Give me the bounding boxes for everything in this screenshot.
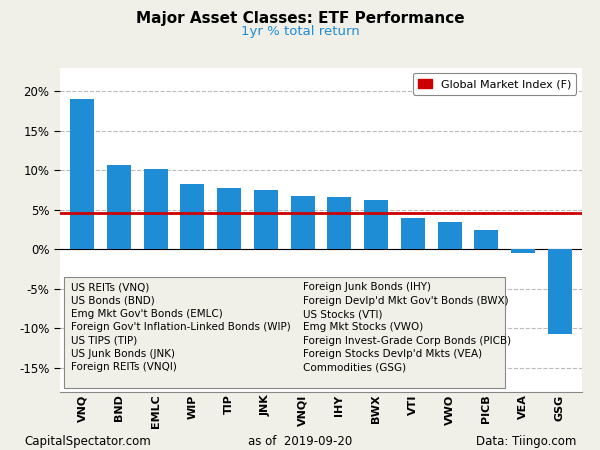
Text: 1yr % total return: 1yr % total return bbox=[241, 25, 359, 38]
Bar bbox=[70, 99, 94, 249]
Bar bbox=[548, 249, 572, 334]
Text: US TIPS (TIP): US TIPS (TIP) bbox=[71, 336, 137, 346]
Bar bbox=[254, 190, 278, 249]
Text: Major Asset Classes: ETF Performance: Major Asset Classes: ETF Performance bbox=[136, 11, 464, 26]
Text: CapitalSpectator.com: CapitalSpectator.com bbox=[24, 435, 151, 448]
Text: Commodities (GSG): Commodities (GSG) bbox=[302, 362, 406, 372]
Bar bbox=[143, 170, 167, 249]
Text: US Bonds (BND): US Bonds (BND) bbox=[71, 296, 155, 306]
Bar bbox=[511, 249, 535, 253]
Bar bbox=[181, 184, 204, 249]
Text: Foreign Junk Bonds (IHY): Foreign Junk Bonds (IHY) bbox=[302, 283, 431, 293]
Text: US Stocks (VTI): US Stocks (VTI) bbox=[302, 309, 382, 319]
Bar bbox=[107, 166, 131, 249]
Bar bbox=[64, 277, 505, 387]
Text: Foreign Devlp'd Mkt Gov't Bonds (BWX): Foreign Devlp'd Mkt Gov't Bonds (BWX) bbox=[302, 296, 508, 306]
Bar bbox=[290, 195, 314, 249]
Bar bbox=[217, 189, 241, 249]
Bar bbox=[401, 218, 425, 249]
Legend: Global Market Index (F): Global Market Index (F) bbox=[413, 73, 577, 94]
Bar bbox=[475, 230, 499, 249]
Bar bbox=[328, 197, 352, 249]
Text: Foreign Stocks Devlp'd Mkts (VEA): Foreign Stocks Devlp'd Mkts (VEA) bbox=[302, 349, 482, 359]
Bar bbox=[438, 222, 461, 249]
Text: Foreign Invest-Grade Corp Bonds (PICB): Foreign Invest-Grade Corp Bonds (PICB) bbox=[302, 336, 511, 346]
Text: Emg Mkt Gov't Bonds (EMLC): Emg Mkt Gov't Bonds (EMLC) bbox=[71, 309, 223, 319]
Bar bbox=[364, 200, 388, 249]
Text: Emg Mkt Stocks (VWO): Emg Mkt Stocks (VWO) bbox=[302, 322, 423, 333]
Text: Data: Tiingo.com: Data: Tiingo.com bbox=[476, 435, 576, 448]
Text: Foreign Gov't Inflation-Linked Bonds (WIP): Foreign Gov't Inflation-Linked Bonds (WI… bbox=[71, 322, 291, 333]
Text: US Junk Bonds (JNK): US Junk Bonds (JNK) bbox=[71, 349, 175, 359]
Text: as of  2019-09-20: as of 2019-09-20 bbox=[248, 435, 352, 448]
Text: Foreign REITs (VNQI): Foreign REITs (VNQI) bbox=[71, 362, 177, 372]
Text: US REITs (VNQ): US REITs (VNQ) bbox=[71, 283, 149, 293]
